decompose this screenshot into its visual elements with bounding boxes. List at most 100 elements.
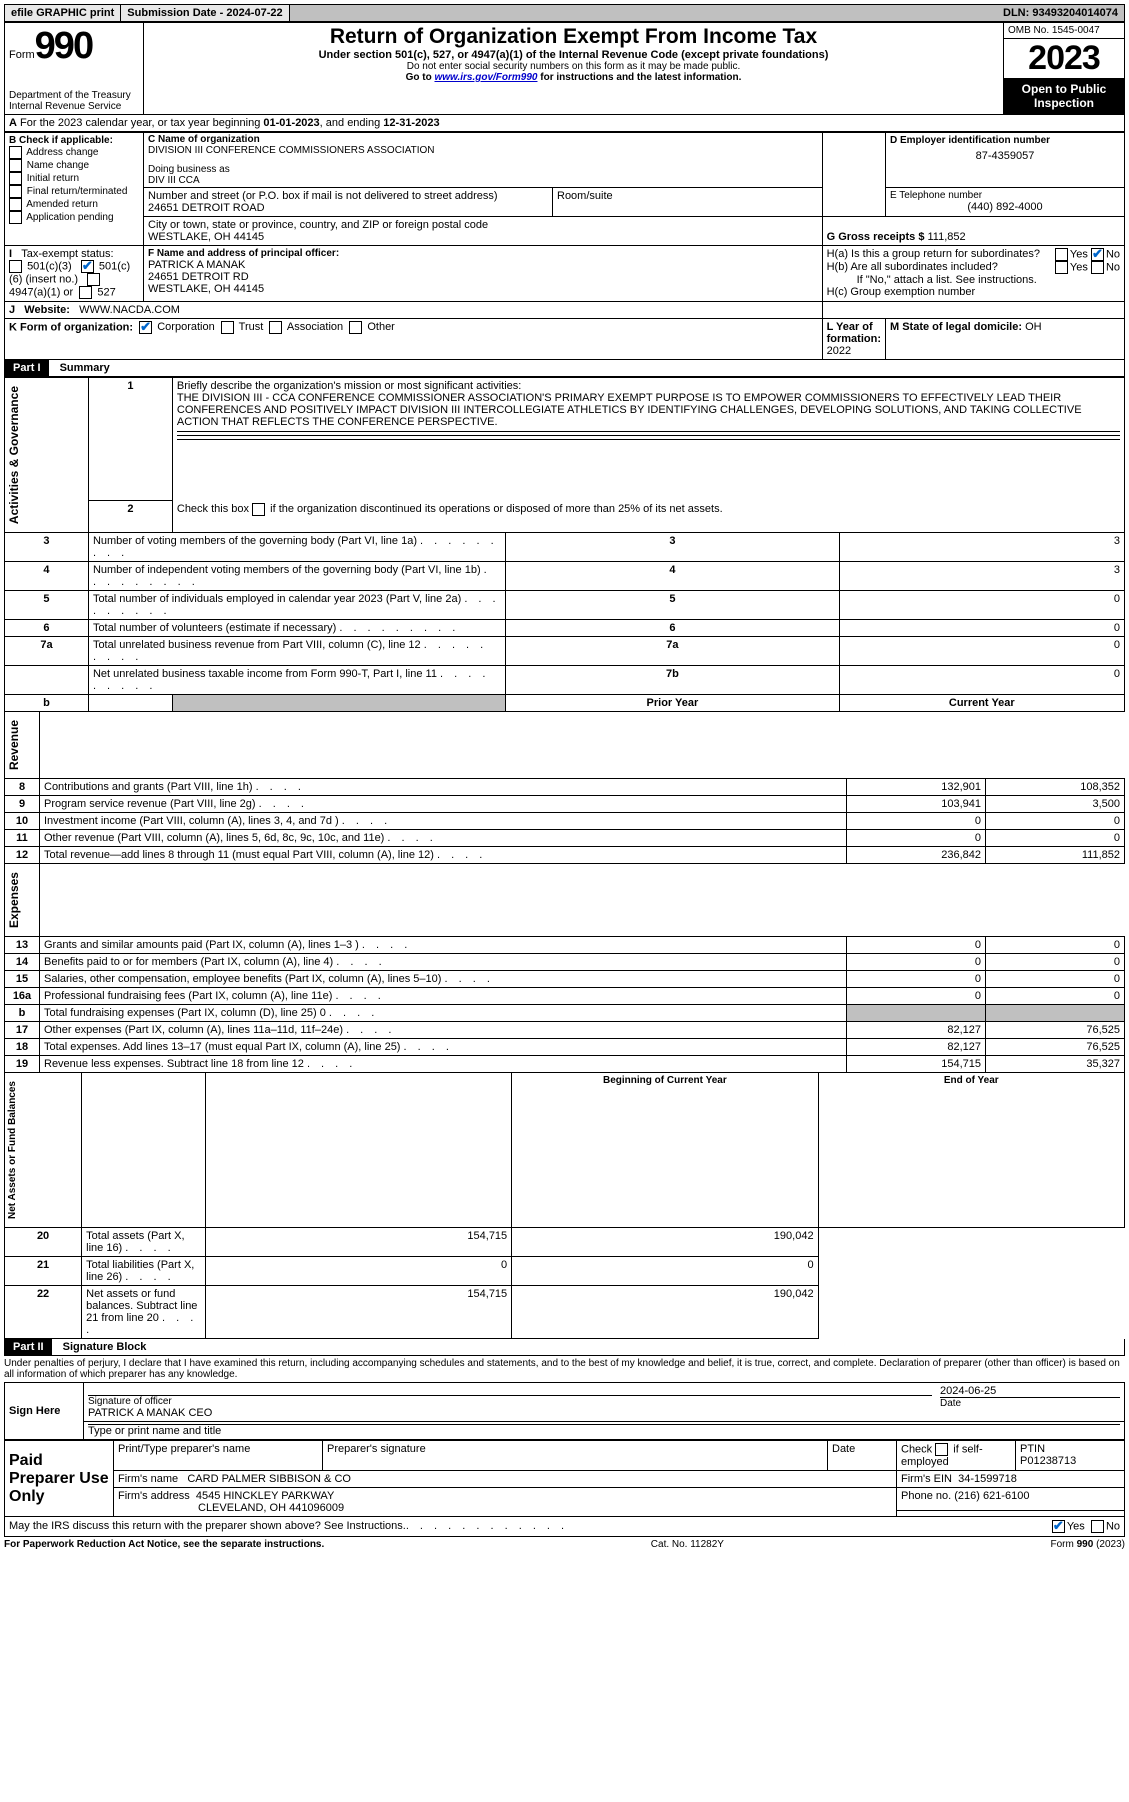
- row-b: b: [5, 695, 89, 712]
- line-num: 4: [5, 562, 89, 591]
- b-option-checkbox[interactable]: [9, 211, 22, 224]
- prior-value: 82,127: [847, 1039, 986, 1056]
- i-4947-checkbox[interactable]: [87, 273, 100, 286]
- prior-value: 154,715: [205, 1286, 511, 1339]
- l-value: 2022: [827, 345, 851, 357]
- e-phone-label: E Telephone number: [890, 190, 1120, 201]
- discuss-question: May the IRS discuss this return with the…: [9, 1520, 406, 1533]
- j-website-value: WWW.NACDA.COM: [79, 304, 180, 316]
- part1-title: Summary: [52, 362, 110, 374]
- sig-officer-label: Signature of officer: [88, 1395, 932, 1407]
- i-527-checkbox[interactable]: [79, 286, 92, 299]
- firm-ein-label: Firm's EIN: [901, 1473, 952, 1485]
- line-value: 3: [839, 562, 1124, 591]
- q2-text: Check this box if the organization disco…: [177, 503, 723, 515]
- line-text: Benefits paid to or for members (Part IX…: [40, 954, 847, 971]
- discuss-no-checkbox[interactable]: [1091, 1520, 1104, 1533]
- line-num: 6: [5, 620, 89, 637]
- ha-no-checkbox[interactable]: [1091, 248, 1104, 261]
- cat-no: Cat. No. 11282Y: [324, 1539, 1050, 1550]
- line-num: 11: [5, 830, 40, 847]
- prior-value: 236,842: [847, 847, 986, 864]
- line-text: Salaries, other compensation, employee b…: [40, 971, 847, 988]
- efile-print-button[interactable]: efile GRAPHIC print: [5, 5, 121, 21]
- street-value: 24651 DETROIT ROAD: [148, 202, 265, 214]
- i-501c3-checkbox[interactable]: [9, 260, 22, 273]
- irs-link[interactable]: www.irs.gov/Form990: [434, 72, 537, 83]
- submission-date-button[interactable]: Submission Date - 2024-07-22: [121, 5, 289, 21]
- dba-value: DIV III CCA: [148, 175, 200, 186]
- k-option-checkbox[interactable]: [139, 321, 152, 334]
- current-value: 76,525: [986, 1039, 1125, 1056]
- prior-value: 132,901: [847, 779, 986, 796]
- dln: DLN: 93493204014074: [997, 5, 1124, 21]
- m-label: M State of legal domicile:: [890, 321, 1022, 333]
- line-text: Other revenue (Part VIII, column (A), li…: [40, 830, 847, 847]
- org-name: DIVISION III CONFERENCE COMMISSIONERS AS…: [148, 145, 435, 156]
- current-value: 35,327: [986, 1056, 1125, 1073]
- f-officer-name: PATRICK A MANAK: [148, 259, 818, 271]
- b-option-checkbox[interactable]: [9, 172, 22, 185]
- b-option-checkbox[interactable]: [9, 198, 22, 211]
- line-value: 0: [839, 666, 1124, 695]
- prior-value: 0: [847, 937, 986, 954]
- line-num: 16a: [5, 988, 40, 1005]
- current-value: 0: [986, 988, 1125, 1005]
- sig-date: 2024-06-25: [940, 1385, 1120, 1397]
- line-value: 0: [839, 620, 1124, 637]
- k-label: K Form of organization:: [9, 321, 133, 333]
- q2-checkbox[interactable]: [252, 503, 265, 516]
- hdr-end: End of Year: [818, 1073, 1124, 1228]
- j-website-label: Website:: [24, 304, 70, 316]
- line-text: Contributions and grants (Part VIII, lin…: [40, 779, 847, 796]
- b-option-checkbox[interactable]: [9, 185, 22, 198]
- line-num: 14: [5, 954, 40, 971]
- line-text: Total revenue—add lines 8 through 11 (mu…: [40, 847, 847, 864]
- section-b-label: B Check if applicable:: [9, 135, 139, 146]
- d-ein-value: 87-4359057: [890, 150, 1120, 162]
- line-num: 10: [5, 813, 40, 830]
- i-501c-checkbox[interactable]: [81, 260, 94, 273]
- tax-year: 2023: [1004, 39, 1124, 78]
- l-label: L Year of formation:: [827, 321, 881, 345]
- line-box: 5: [506, 591, 839, 620]
- line-value: 3: [839, 533, 1124, 562]
- omb: OMB No. 1545-0047: [1004, 23, 1124, 39]
- line-text: Net assets or fund balances. Subtract li…: [82, 1286, 206, 1339]
- pra-notice: For Paperwork Reduction Act Notice, see …: [4, 1539, 324, 1550]
- prior-value: 154,715: [205, 1228, 511, 1257]
- hb-no-checkbox[interactable]: [1091, 261, 1104, 274]
- k-option-checkbox[interactable]: [269, 321, 282, 334]
- k-option-checkbox[interactable]: [221, 321, 234, 334]
- prior-value: 154,715: [847, 1056, 986, 1073]
- line-box: 6: [506, 620, 839, 637]
- city-label: City or town, state or province, country…: [148, 219, 488, 231]
- f-officer-label: F Name and address of principal officer:: [148, 248, 818, 259]
- part1-table: Activities & Governance 1 Briefly descri…: [4, 377, 1125, 712]
- i-label: Tax-exempt status:: [21, 248, 113, 260]
- hb-label: H(b) Are all subordinates included?: [827, 261, 1055, 273]
- b-option-checkbox[interactable]: [9, 159, 22, 172]
- discuss-yes-checkbox[interactable]: [1052, 1520, 1065, 1533]
- firm-name-label: Firm's name: [118, 1473, 178, 1485]
- firm-phone: (216) 621-6100: [954, 1490, 1029, 1502]
- form-number: 990: [35, 25, 92, 67]
- irs-label: Internal Revenue Service: [9, 101, 139, 112]
- paid-preparer-label: Paid Preparer Use Only: [5, 1441, 114, 1517]
- vlabel-netassets: Net Assets or Fund Balances: [5, 1073, 20, 1227]
- ptin-value: P01238713: [1020, 1455, 1076, 1467]
- b-option-checkbox[interactable]: [9, 146, 22, 159]
- vlabel-revenue: Revenue: [5, 712, 23, 778]
- treasury-dept: Department of the Treasury: [9, 90, 139, 101]
- k-option-checkbox[interactable]: [349, 321, 362, 334]
- mission-text: THE DIVISION III - CCA CONFERENCE COMMIS…: [177, 392, 1082, 428]
- ha-yes-checkbox[interactable]: [1055, 248, 1068, 261]
- self-employed-checkbox[interactable]: [935, 1443, 948, 1456]
- line-num: 3: [5, 533, 89, 562]
- signature-block: Sign Here Signature of officer PATRICK A…: [4, 1382, 1125, 1440]
- c-name-label: C Name of organization: [148, 134, 260, 145]
- hb-yes-checkbox[interactable]: [1055, 261, 1068, 274]
- line-text: Total expenses. Add lines 13–17 (must eq…: [40, 1039, 847, 1056]
- prior-value: 0: [205, 1257, 511, 1286]
- vlabel-expenses: Expenses: [5, 864, 23, 936]
